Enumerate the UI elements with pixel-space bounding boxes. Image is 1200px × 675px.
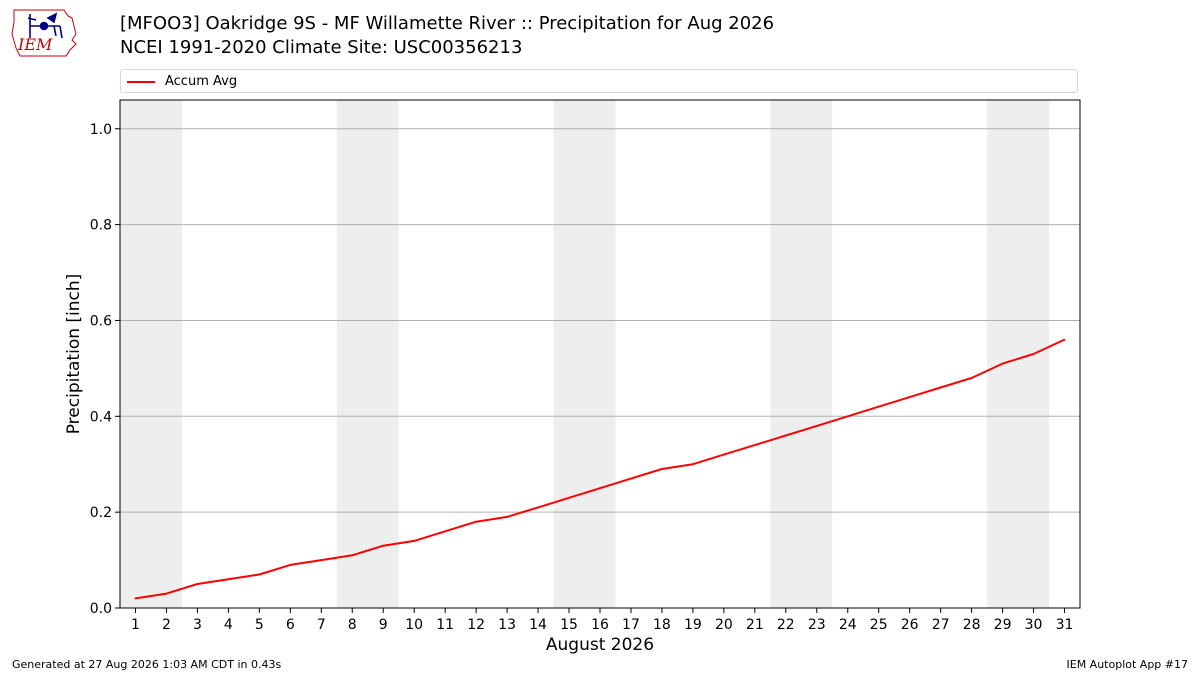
x-tick-label: 20 [715,617,733,633]
data-point [939,386,942,389]
data-point [258,573,261,576]
data-point [784,434,787,437]
y-tick-label: 0.8 [90,218,112,234]
data-point [815,424,818,427]
y-tick-label: 0.2 [90,505,112,521]
x-tick-label: 17 [622,617,640,633]
data-point [722,453,725,456]
data-point [537,506,539,509]
data-point [568,496,570,499]
x-tick-label: 27 [932,617,950,633]
data-point [320,559,323,561]
legend-line-swatch [127,81,155,83]
data-point [1063,338,1066,341]
weekend-shade-2 [553,100,616,608]
data-point [134,597,137,600]
data-point [877,405,880,408]
x-tick-label: 7 [317,617,326,633]
data-point [382,544,385,547]
chart-title: [MFOO3] Oakridge 9S - MF Willamette Rive… [120,13,775,34]
data-point [506,516,508,518]
x-tick-label: 18 [653,617,671,633]
weekend-shade-0 [120,100,182,608]
data-point [475,520,478,523]
app-credit: IEM Autoplot App #17 [1066,658,1189,671]
data-point [165,592,168,595]
y-axis-label: Precipitation [inch] [64,274,84,435]
x-tick-label: 31 [1056,617,1074,633]
iem-logo: IEM [11,9,77,57]
data-point [289,563,292,566]
x-tick-label: 5 [255,617,264,633]
x-tick-label: 24 [839,617,857,633]
weekend-shade-1 [336,100,399,608]
data-point [196,583,199,585]
data-point [970,377,973,379]
y-tick-label: 0.4 [90,409,112,425]
x-tick-label: 1 [131,617,140,633]
data-point [630,477,632,480]
chart-subtitle: NCEI 1991-2020 Climate Site: USC00356213 [120,37,523,58]
weekend-shade-4 [987,100,1050,608]
data-point [599,487,601,490]
x-tick-label: 21 [746,617,764,633]
generated-timestamp: Generated at 27 Aug 2026 1:03 AM CDT in … [12,658,282,671]
legend: Accum Avg [120,69,1078,93]
plot-frame [119,99,1081,609]
data-point [444,530,447,533]
x-tick-label: 28 [963,617,981,633]
x-tick-label: 6 [286,617,295,633]
x-tick-label: 30 [1025,617,1043,633]
x-tick-label: 22 [777,617,795,633]
data-point [1001,362,1004,365]
legend-label: Accum Avg [165,74,238,89]
x-tick-label: 11 [436,617,454,633]
x-tick-label: 26 [901,617,919,633]
data-point [413,540,416,542]
weekend-shade-3 [770,100,833,608]
x-tick-label: 3 [193,617,202,633]
x-tick-label: 4 [224,617,233,633]
data-point [661,468,663,470]
data-point [846,415,849,418]
x-tick-label: 8 [348,617,357,633]
x-tick-label: 25 [870,617,888,633]
x-tick-label: 19 [684,617,702,633]
y-tick-label: 0.6 [90,313,112,329]
data-point [908,396,911,399]
logo-text: IEM [17,35,53,54]
x-tick-label: 14 [529,617,547,633]
data-point [692,463,694,466]
x-tick-label: 12 [467,617,485,633]
x-tick-label: 9 [379,617,388,633]
x-axis-label: August 2026 [546,635,654,655]
x-tick-label: 10 [405,617,423,633]
data-point [227,578,230,581]
x-tick-label: 29 [994,617,1012,633]
x-tick-label: 2 [162,617,171,633]
data-point [753,444,756,446]
y-tick-label: 1.0 [90,122,112,138]
x-tick-label: 16 [591,617,609,633]
x-tick-label: 23 [808,617,826,633]
x-tick-label: 13 [498,617,516,633]
data-point [351,554,354,557]
y-tick-label: 0.0 [90,601,112,617]
data-point [1032,353,1035,355]
x-tick-label: 15 [560,617,578,633]
